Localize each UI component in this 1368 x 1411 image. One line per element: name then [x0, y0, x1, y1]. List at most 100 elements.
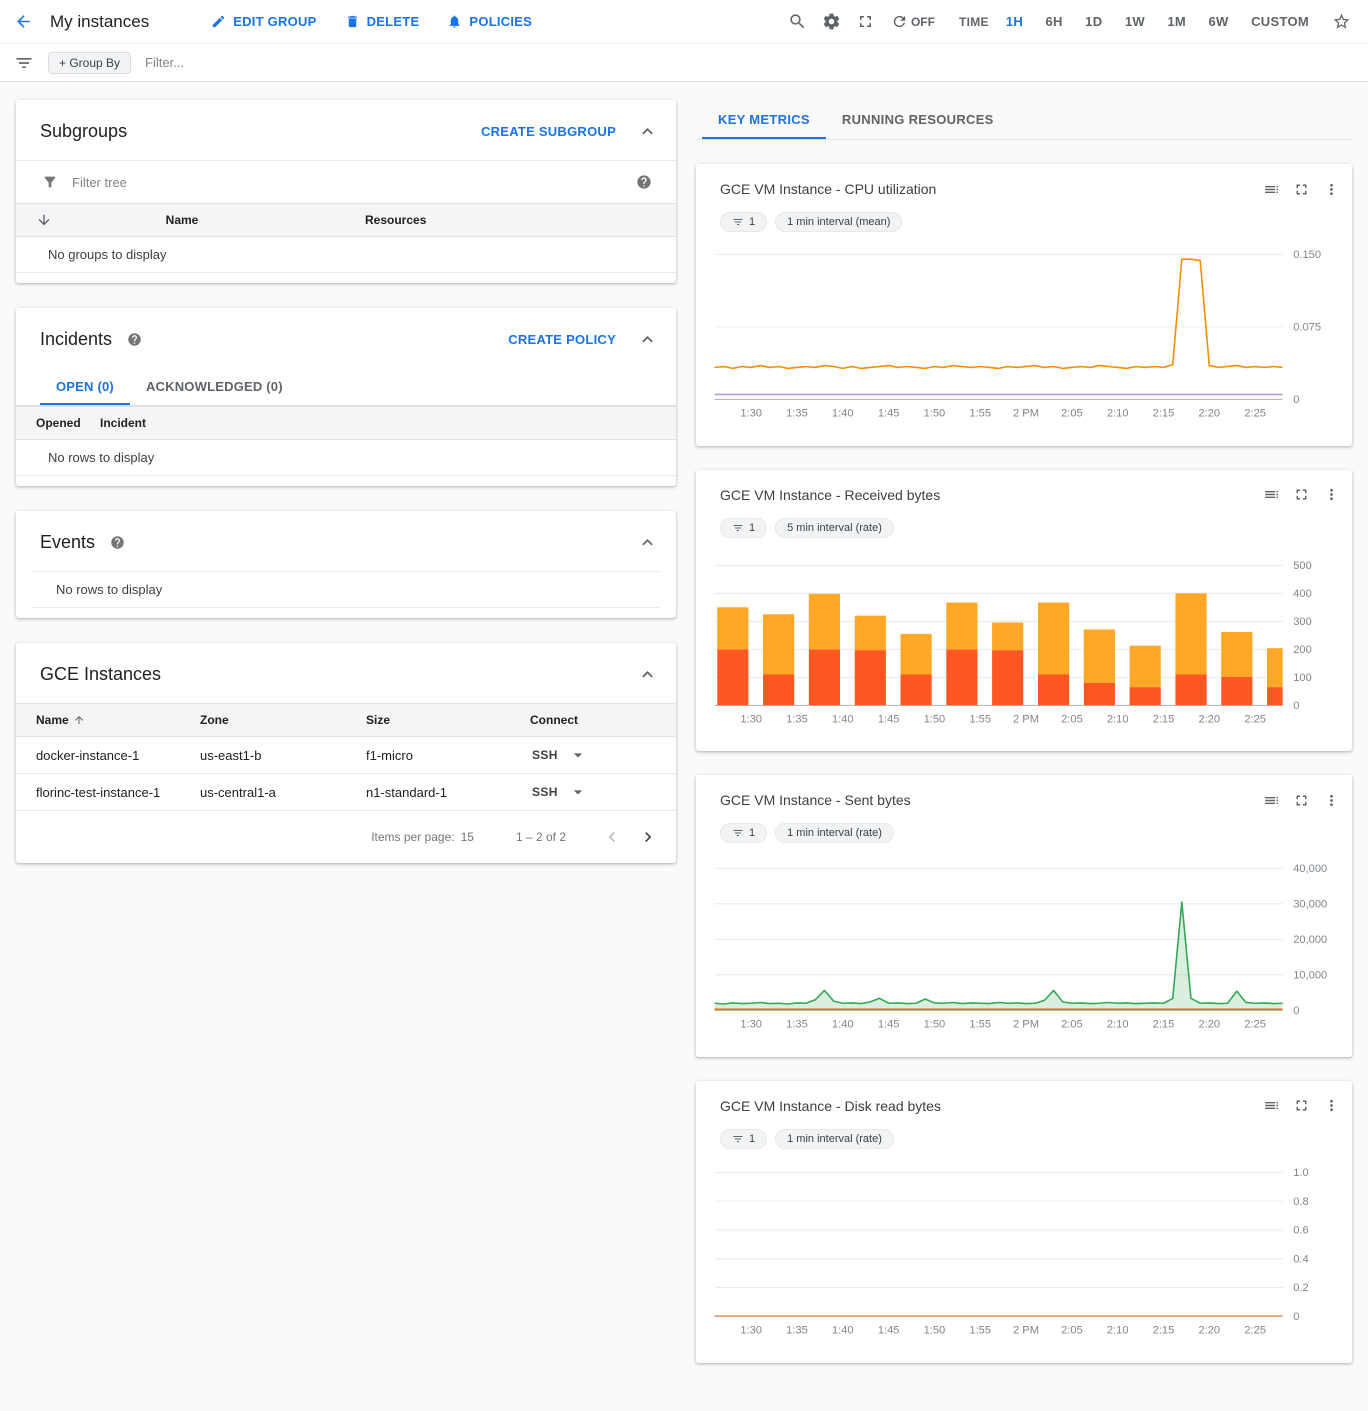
- ssh-menu-button[interactable]: [568, 745, 588, 765]
- items-per-page-value[interactable]: 15: [460, 830, 474, 844]
- filter-count-chip[interactable]: 1: [720, 1128, 768, 1149]
- incidents-tabs: OPEN (0) ACKNOWLEDGED (0): [16, 368, 676, 406]
- tab-open[interactable]: OPEN (0): [40, 368, 130, 405]
- chart-expand-button[interactable]: [1286, 174, 1316, 204]
- time-range-group: 1H 6H 1D 1W 1M 6W CUSTOM: [997, 4, 1318, 40]
- chart-menu-button[interactable]: [1316, 174, 1346, 204]
- more-vert-icon: [1323, 1097, 1340, 1114]
- svg-text:500: 500: [1293, 560, 1312, 572]
- time-range-custom[interactable]: CUSTOM: [1242, 4, 1318, 40]
- next-page-button[interactable]: [630, 819, 666, 855]
- time-range-1w[interactable]: 1W: [1116, 4, 1154, 40]
- interval-chip[interactable]: 1 min interval (rate): [775, 1128, 894, 1149]
- svg-text:2:05: 2:05: [1061, 1019, 1083, 1031]
- time-range-1m[interactable]: 1M: [1158, 4, 1195, 40]
- fullscreen-icon: [856, 12, 875, 31]
- svg-text:1:40: 1:40: [832, 407, 854, 419]
- incidents-collapse-button[interactable]: [630, 322, 664, 356]
- time-range-1d[interactable]: 1D: [1076, 4, 1111, 40]
- subgroups-empty-state: No groups to display: [16, 237, 676, 273]
- svg-text:1:55: 1:55: [969, 713, 991, 725]
- chart-legend-button[interactable]: [1256, 480, 1286, 510]
- filter-count-chip[interactable]: 1: [720, 823, 768, 844]
- filter-icon: [14, 53, 34, 73]
- create-policy-button[interactable]: CREATE POLICY: [500, 326, 624, 353]
- chart-legend-button[interactable]: [1256, 174, 1286, 204]
- search-button[interactable]: [781, 5, 815, 39]
- chart-expand-button[interactable]: [1286, 785, 1316, 815]
- chart-legend-button[interactable]: [1256, 1091, 1286, 1121]
- metrics-tabs: KEY METRICS RUNNING RESOURCES: [696, 100, 1352, 140]
- svg-text:0: 0: [1293, 394, 1299, 406]
- chart-menu-button[interactable]: [1316, 480, 1346, 510]
- filter-icon: [732, 1133, 744, 1145]
- subgroups-help-button[interactable]: [632, 170, 656, 194]
- incidents-help-button[interactable]: [122, 327, 146, 351]
- star-icon: [1332, 12, 1351, 31]
- create-subgroup-button[interactable]: CREATE SUBGROUP: [473, 118, 624, 145]
- table-row: docker-instance-1 us-east1-b f1-micro SS…: [16, 737, 676, 774]
- tab-running-resources[interactable]: RUNNING RESOURCES: [826, 100, 1010, 139]
- favorite-button[interactable]: [1324, 5, 1358, 39]
- svg-text:0: 0: [1293, 700, 1299, 712]
- refresh-icon: [891, 13, 908, 30]
- incidents-card: Incidents CREATE POLICY OPEN (0) ACKNOWL…: [16, 308, 676, 486]
- chart-expand-button[interactable]: [1286, 1091, 1316, 1121]
- more-vert-icon: [1323, 486, 1340, 503]
- interval-chip[interactable]: 1 min interval (rate): [775, 823, 894, 844]
- interval-chip[interactable]: 5 min interval (rate): [775, 517, 894, 538]
- gce-instances-header: GCE Instances: [16, 643, 676, 703]
- incidents-col-incident: Incident: [100, 416, 147, 430]
- svg-text:300: 300: [1293, 616, 1312, 628]
- filter-count-chip[interactable]: 1: [720, 517, 768, 538]
- gce-col-name[interactable]: Name: [36, 713, 200, 727]
- svg-text:1:40: 1:40: [832, 1324, 854, 1336]
- incidents-title: Incidents: [40, 328, 113, 349]
- delete-button[interactable]: DELETE: [331, 4, 434, 40]
- chart-expand-button[interactable]: [1286, 480, 1316, 510]
- chart-menu-button[interactable]: [1316, 1091, 1346, 1121]
- instance-size: f1-micro: [366, 747, 413, 763]
- arrow-down-icon[interactable]: [16, 212, 72, 228]
- right-column: KEY METRICS RUNNING RESOURCES GCE VM Ins…: [696, 100, 1352, 1387]
- chevron-up-icon: [637, 329, 658, 350]
- svg-text:1:30: 1:30: [740, 407, 762, 419]
- chart-legend-button[interactable]: [1256, 785, 1286, 815]
- filter-tree-input[interactable]: [72, 174, 618, 190]
- gce-instances-collapse-button[interactable]: [630, 657, 664, 691]
- delete-label: DELETE: [366, 14, 420, 29]
- previous-page-button[interactable]: [594, 819, 630, 855]
- events-header: Events: [16, 511, 676, 571]
- chart-card-sent-bytes: GCE VM Instance - Sent bytes 1 1 min int…: [696, 775, 1352, 1057]
- filter-icon: [732, 827, 744, 839]
- back-button[interactable]: [6, 5, 40, 39]
- events-collapse-button[interactable]: [630, 525, 664, 559]
- ssh-button[interactable]: SSH: [530, 744, 560, 766]
- policies-button[interactable]: POLICIES: [433, 4, 546, 40]
- gce-instances-card: GCE Instances Name Zone Size Connect doc…: [16, 643, 676, 863]
- chart-menu-button[interactable]: [1316, 785, 1346, 815]
- svg-text:2:25: 2:25: [1244, 1324, 1266, 1336]
- events-help-button[interactable]: [105, 530, 129, 554]
- chevron-up-icon: [637, 664, 658, 685]
- time-range-1h[interactable]: 1H: [997, 4, 1032, 40]
- settings-button[interactable]: [815, 5, 849, 39]
- svg-text:1:45: 1:45: [878, 1019, 900, 1031]
- tab-key-metrics[interactable]: KEY METRICS: [702, 100, 826, 139]
- tab-acknowledged[interactable]: ACKNOWLEDGED (0): [130, 368, 299, 405]
- fullscreen-button[interactable]: [849, 5, 883, 39]
- interval-chip[interactable]: 1 min interval (mean): [775, 212, 903, 232]
- group-by-chip[interactable]: + Group By: [48, 51, 132, 74]
- auto-refresh-toggle[interactable]: OFF: [883, 4, 943, 40]
- ssh-menu-button[interactable]: [568, 782, 588, 802]
- chevron-up-icon: [637, 121, 658, 142]
- filter-input[interactable]: [145, 55, 1354, 70]
- time-range-label: TIME: [958, 14, 989, 29]
- edit-group-button[interactable]: EDIT GROUP: [197, 4, 330, 40]
- ssh-button[interactable]: SSH: [530, 781, 560, 803]
- time-range-6h[interactable]: 6H: [1037, 4, 1072, 40]
- chart-title: GCE VM Instance - CPU utilization: [720, 181, 937, 197]
- filter-count-chip[interactable]: 1: [720, 212, 768, 232]
- subgroups-collapse-button[interactable]: [630, 114, 664, 148]
- time-range-6w[interactable]: 6W: [1200, 4, 1238, 40]
